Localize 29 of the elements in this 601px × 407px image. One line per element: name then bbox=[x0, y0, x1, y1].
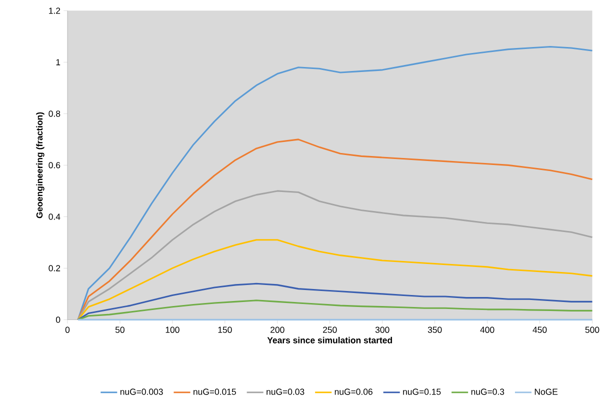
line-series bbox=[77, 300, 594, 320]
x-tick-label: 300 bbox=[375, 326, 390, 333]
y-axis-title: Geoengineering (fraction) bbox=[36, 112, 44, 218]
y-tick-label: 0.6 bbox=[48, 162, 60, 168]
legend-label: nuG=0.03 bbox=[266, 388, 304, 395]
line-series bbox=[77, 46, 594, 320]
y-tick-label: 0.8 bbox=[48, 110, 60, 117]
legend-label: nuG=0.06 bbox=[334, 388, 372, 395]
x-axis-title: Years since simulation started bbox=[267, 336, 392, 344]
x-tick-label: 50 bbox=[115, 326, 124, 333]
x-tick-label: 350 bbox=[428, 326, 442, 333]
x-tick-label: 450 bbox=[532, 326, 547, 333]
legend-label: nuG=0.015 bbox=[194, 388, 236, 395]
legend-label: NoGE bbox=[534, 388, 558, 395]
y-tick-label: 0.4 bbox=[48, 214, 60, 220]
legend-label: nuG=0.003 bbox=[120, 388, 163, 395]
x-tick-label: 0 bbox=[65, 326, 70, 333]
y-tick-label: 0 bbox=[56, 316, 60, 323]
x-tick-label: 500 bbox=[585, 326, 600, 333]
y-tick-label: 1 bbox=[56, 59, 60, 66]
x-tick-label: 400 bbox=[480, 326, 494, 333]
x-tick-label: 250 bbox=[323, 326, 337, 333]
x-tick-label: 150 bbox=[218, 326, 232, 333]
legend-label: nuG=0.3 bbox=[471, 388, 504, 395]
x-tick-label: 200 bbox=[270, 326, 284, 333]
y-tick-label: 0.2 bbox=[48, 265, 60, 272]
legend-label: nuG=0.15 bbox=[403, 388, 441, 395]
x-tick-label: 100 bbox=[166, 326, 180, 333]
y-tick-label: 1.2 bbox=[49, 8, 60, 14]
